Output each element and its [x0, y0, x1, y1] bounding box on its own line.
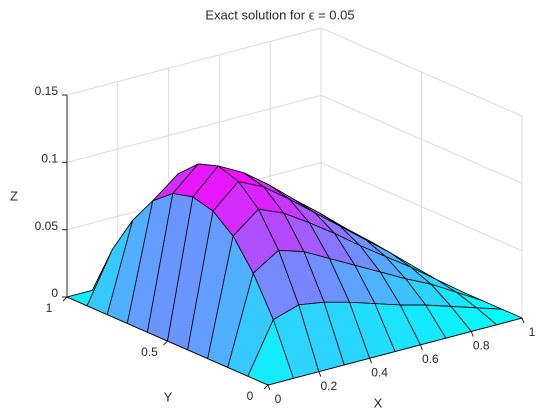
y-tick	[62, 296, 68, 302]
x-tick-label: 1	[529, 325, 536, 339]
x-tick-label: 0.8	[473, 339, 490, 353]
z-tick-label: 0.05	[35, 219, 59, 233]
y-tick-label: 0.5	[141, 345, 158, 359]
x-tick-label: 0.2	[320, 379, 337, 393]
z-tick-label: 0.1	[41, 152, 58, 166]
grid-line	[320, 94, 523, 184]
x-tick	[419, 344, 423, 350]
x-tick	[369, 358, 373, 364]
chart-title: Exact solution for ϵ = 0.05	[205, 7, 354, 22]
grid-line	[66, 94, 322, 163]
z-tick-label: 0.15	[35, 84, 59, 98]
y-tick-label: 1	[46, 301, 53, 315]
y-axis-label: Y	[164, 389, 173, 404]
grid-line	[320, 27, 523, 117]
y-tick	[163, 340, 168, 346]
y-tick	[263, 384, 269, 390]
x-tick-label: 0.6	[422, 352, 439, 366]
x-tick	[521, 317, 525, 324]
x-tick-label: 0.4	[371, 365, 388, 379]
x-axis-label: X	[374, 395, 383, 410]
z-axis-label: Z	[10, 188, 18, 203]
x-tick	[267, 384, 271, 391]
grid-line	[320, 162, 523, 252]
x-tick-label: 0	[275, 392, 282, 406]
z-tick-label: 0	[51, 286, 58, 300]
x-tick	[470, 331, 474, 337]
surface-patch	[247, 318, 294, 386]
x-tick	[318, 371, 322, 377]
y-tick-label: 0	[247, 389, 254, 403]
grid-line	[66, 27, 322, 96]
